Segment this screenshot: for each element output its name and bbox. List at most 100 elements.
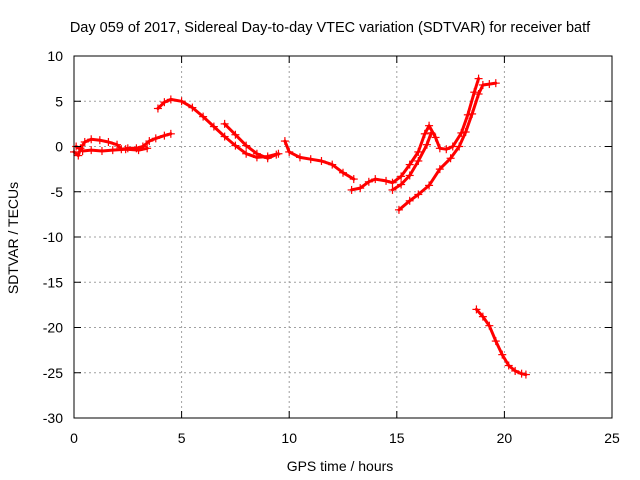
x-axis-label: GPS time / hours xyxy=(287,458,394,474)
data-point xyxy=(113,140,122,149)
y-tick-label: -5 xyxy=(51,184,64,200)
data-point xyxy=(347,185,356,194)
data-point xyxy=(252,149,261,158)
x-tick-labels: 0 5 10 15 20 25 xyxy=(70,430,620,446)
data-point xyxy=(87,146,96,155)
x-tick-label: 10 xyxy=(281,430,297,446)
x-tick-label: 0 xyxy=(70,430,78,446)
data-point xyxy=(272,150,281,159)
data-point xyxy=(371,175,380,184)
data-point xyxy=(511,366,520,375)
data-point xyxy=(388,178,397,187)
data-point xyxy=(382,176,391,185)
series-seg8 xyxy=(394,79,500,214)
data-point xyxy=(442,145,451,154)
data-point xyxy=(364,177,373,186)
data-point xyxy=(306,155,315,164)
series-seg4 xyxy=(220,119,281,163)
data-point xyxy=(388,185,397,194)
data-point xyxy=(474,74,483,83)
data-point xyxy=(425,121,434,130)
series-line xyxy=(391,131,433,192)
data-point xyxy=(498,350,507,359)
data-point xyxy=(491,337,500,346)
data-point xyxy=(160,131,169,140)
data-point xyxy=(414,190,423,199)
data-point xyxy=(285,147,294,156)
y-tick-label: -15 xyxy=(43,274,63,290)
data-point xyxy=(472,305,481,314)
series-line xyxy=(72,132,173,158)
data-point xyxy=(446,154,455,163)
data-point xyxy=(280,137,289,146)
data-point xyxy=(160,98,169,107)
y-tick-labels: 10 5 0 -5 -10 -15 -20 -25 -30 xyxy=(43,48,63,426)
data-point xyxy=(397,172,406,181)
data-point xyxy=(74,151,83,160)
data-point xyxy=(356,184,365,193)
data-point xyxy=(491,79,500,88)
data-point xyxy=(143,144,152,153)
data-point xyxy=(295,153,304,162)
y-tick-label: 5 xyxy=(55,93,63,109)
data-point xyxy=(470,88,479,97)
data-point xyxy=(220,132,229,141)
data-point xyxy=(414,156,423,165)
data-point xyxy=(317,156,326,165)
data-point xyxy=(166,95,175,104)
data-point xyxy=(177,97,186,106)
data-point xyxy=(504,361,513,370)
data-point xyxy=(420,129,429,138)
y-tick-label: -30 xyxy=(43,410,63,426)
data-point xyxy=(485,321,494,330)
data-point xyxy=(78,147,87,156)
data-point xyxy=(151,134,160,143)
y-tick-label: -25 xyxy=(43,365,63,381)
series-seg5 xyxy=(280,137,358,184)
y-axis-label: SDTVAR / TECUs xyxy=(5,182,21,294)
data-point xyxy=(422,140,431,149)
data-point xyxy=(339,168,347,177)
series-seg9 xyxy=(472,305,530,379)
x-tick-label: 5 xyxy=(178,430,186,446)
data-point xyxy=(87,135,96,144)
data-series xyxy=(70,74,530,379)
chart-title: Day 059 of 2017, Sidereal Day-to-day VTE… xyxy=(70,20,591,36)
x-tick-label: 25 xyxy=(604,430,620,446)
data-point xyxy=(242,141,251,150)
data-point xyxy=(435,165,444,174)
data-point xyxy=(521,370,530,379)
data-point xyxy=(478,312,487,321)
data-point xyxy=(220,119,229,128)
data-point xyxy=(95,136,104,145)
data-point xyxy=(468,109,477,118)
data-point xyxy=(153,104,162,113)
data-point xyxy=(104,137,113,146)
data-point xyxy=(134,146,143,155)
data-point xyxy=(349,175,358,184)
data-point xyxy=(188,103,197,112)
data-point xyxy=(517,369,526,378)
data-point xyxy=(455,142,464,151)
x-tick-label: 15 xyxy=(389,430,405,446)
data-point xyxy=(405,160,414,169)
data-point xyxy=(478,80,487,89)
data-point xyxy=(394,205,403,214)
x-tick-label: 20 xyxy=(497,430,513,446)
y-tick-label: -20 xyxy=(43,320,63,336)
data-point xyxy=(121,145,130,154)
data-point xyxy=(145,137,154,146)
data-point xyxy=(425,181,434,190)
data-point xyxy=(199,112,208,121)
data-point xyxy=(166,129,175,138)
data-point xyxy=(108,146,117,155)
data-point xyxy=(461,128,470,137)
y-tick-label: 10 xyxy=(47,48,63,64)
data-point xyxy=(485,80,494,89)
data-point xyxy=(474,90,483,99)
y-tick-label: -10 xyxy=(43,229,63,245)
data-point xyxy=(97,147,106,156)
y-tick-label: 0 xyxy=(55,139,63,155)
